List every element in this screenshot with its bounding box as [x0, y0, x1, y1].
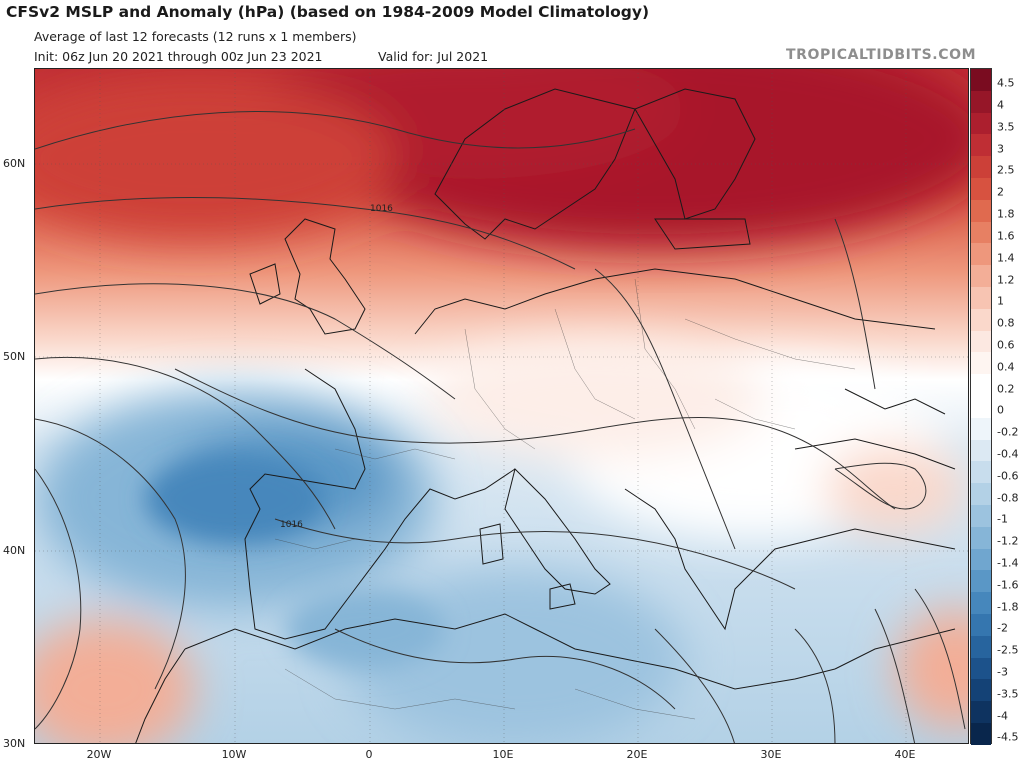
colorbar-label: -4.5	[997, 730, 1019, 744]
colorbar-label: -1.6	[997, 578, 1019, 592]
lon-label-20e: 20E	[626, 748, 648, 761]
colorbar-label: -1.4	[997, 556, 1019, 570]
colorbar-label: 1.4	[997, 251, 1015, 265]
colorbar-label: 1.6	[997, 229, 1015, 243]
colorbar-segment	[971, 395, 991, 418]
colorbar-segment	[971, 112, 991, 135]
colorbar-label: -3.5	[997, 687, 1019, 701]
colorbar-segment	[971, 461, 991, 484]
colorbar-segment	[971, 156, 991, 178]
lon-label-10e: 10E	[492, 748, 514, 761]
lon-label-0: 0	[365, 748, 373, 761]
colorbar-label: -2.5	[997, 643, 1019, 657]
lat-label-30n: 30N	[3, 737, 26, 750]
colorbar-label: 2	[997, 185, 1004, 199]
colorbar-label: 3.5	[997, 120, 1015, 134]
colorbar-label: -1	[997, 512, 1008, 526]
colorbar-label: 1.2	[997, 273, 1015, 287]
colorbar-label: -0.2	[997, 425, 1019, 439]
colorbar-segment	[971, 69, 991, 91]
colorbar-segment	[971, 374, 991, 396]
anomaly-map: 1016 1016	[35, 69, 968, 743]
colorbar-segment	[971, 657, 991, 680]
lon-label-40e: 40E	[894, 748, 916, 761]
colorbar-label: -1.2	[997, 534, 1019, 548]
political-borders	[274, 278, 856, 720]
colorbar	[970, 68, 992, 745]
lon-label-10w: 10W	[221, 748, 247, 761]
colorbar-label: 0.6	[997, 338, 1015, 352]
colorbar-label: 1.8	[997, 207, 1015, 221]
lon-label-30e: 30E	[760, 748, 782, 761]
colorbar-segment	[971, 90, 991, 113]
isobar-contours	[35, 111, 966, 743]
colorbar-segment	[971, 352, 991, 375]
colorbar-label: -0.6	[997, 469, 1019, 483]
negative-anomaly-inner	[145, 454, 445, 669]
colorbar-segment	[971, 243, 991, 266]
lat-label-60n: 60N	[3, 157, 26, 170]
colorbar-label: -3	[997, 665, 1008, 679]
colorbar-segment	[971, 286, 991, 309]
colorbar-segment	[971, 592, 991, 614]
init-time: Init: 06z Jun 20 2021 through 00z Jun 23…	[34, 49, 323, 64]
colorbar-segment	[971, 439, 991, 462]
colorbar-segment	[971, 221, 991, 244]
valid-time: Valid for: Jul 2021	[378, 49, 489, 64]
colorbar-segment	[971, 701, 991, 723]
colorbar-label: 0.4	[997, 360, 1015, 374]
colorbar-label: -1.8	[997, 600, 1019, 614]
colorbar-segment	[971, 548, 991, 571]
colorbar-segment	[971, 635, 991, 658]
colorbar-label: 0	[997, 403, 1004, 417]
colorbar-label: 3	[997, 142, 1004, 156]
graticule	[35, 69, 968, 743]
colorbar-label: 0.2	[997, 382, 1015, 396]
colorbar-segment	[971, 570, 991, 593]
colorbar-segment	[971, 722, 991, 745]
colorbar-label: -4	[997, 709, 1008, 723]
colorbar-segment	[971, 483, 991, 505]
colorbar-label: 1	[997, 294, 1004, 308]
colorbar-segment	[971, 613, 991, 636]
colorbar-label: 2.5	[997, 163, 1015, 177]
colorbar-segment	[971, 679, 991, 702]
colorbar-segment	[971, 177, 991, 200]
colorbar-segment	[971, 417, 991, 440]
colorbar-segment	[971, 526, 991, 549]
lat-label-50n: 50N	[3, 350, 26, 363]
map-title: CFSv2 MSLP and Anomaly (hPa) (based on 1…	[6, 3, 650, 21]
colorbar-segment	[971, 199, 991, 222]
colorbar-label: -0.8	[997, 491, 1019, 505]
colorbar-label: -0.4	[997, 447, 1019, 461]
colorbar-segment	[971, 308, 991, 331]
contour-label: 1016	[370, 204, 393, 214]
colorbar-label: 4	[997, 98, 1004, 112]
colorbar-label: 0.8	[997, 316, 1015, 330]
colorbar-label: -2	[997, 621, 1008, 635]
colorbar-label: 4.5	[997, 76, 1015, 90]
positive-anomaly-core	[35, 69, 968, 249]
contour-label: 1016	[280, 520, 303, 530]
coastlines	[135, 88, 956, 743]
map-subtitle: Average of last 12 forecasts (12 runs x …	[34, 29, 357, 44]
colorbar-segment	[971, 330, 991, 353]
brand-watermark[interactable]: TROPICALTIDBITS.COM	[786, 47, 977, 63]
lon-label-20w: 20W	[86, 748, 112, 761]
colorbar-segment	[971, 134, 991, 157]
lat-label-40n: 40N	[3, 544, 26, 557]
colorbar-segment	[971, 504, 991, 527]
map-panel[interactable]: 1016 1016	[34, 68, 969, 744]
colorbar-segment	[971, 265, 991, 287]
